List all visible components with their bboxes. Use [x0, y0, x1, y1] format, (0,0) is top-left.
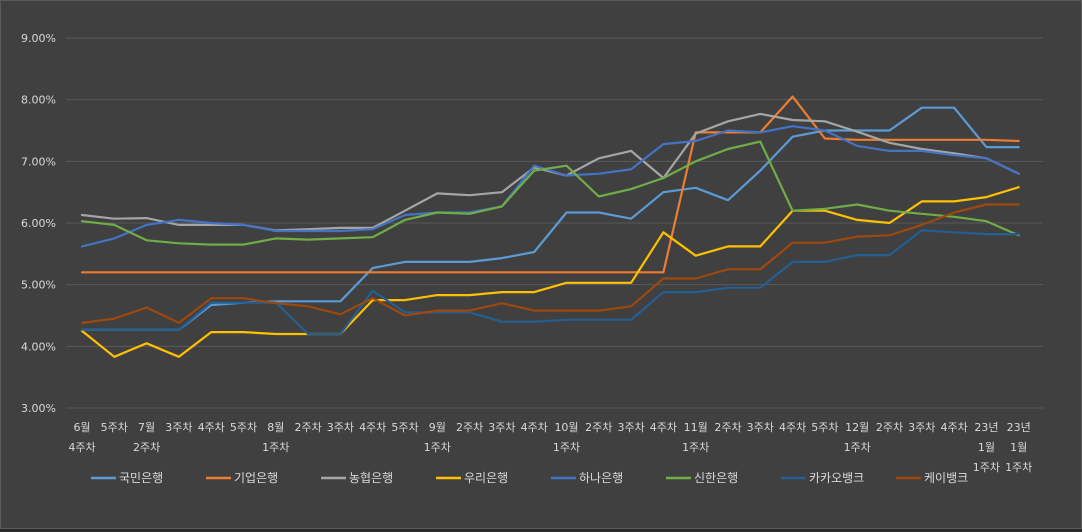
legend-label: 케이뱅크: [924, 471, 968, 485]
x-tick-label: 3주차: [908, 421, 935, 434]
series-line: [80, 229, 1020, 336]
series-line: [80, 140, 1020, 246]
x-tick-label: 7월 2주차: [133, 421, 160, 454]
x-tick-label: 5주차: [230, 421, 257, 434]
series-line: [80, 95, 1020, 274]
x-tick-label: 5주차: [101, 421, 128, 434]
x-tick-label: 4주차: [940, 421, 967, 434]
x-tick-label: 5주차: [811, 421, 838, 434]
x-tick-label: 4주차: [359, 421, 386, 434]
plot-lines: [80, 95, 1020, 358]
x-tick-label: 9월 1주차: [424, 421, 451, 454]
x-tick-label: 2주차: [876, 421, 903, 434]
x-tick-label: 3주차: [747, 421, 774, 434]
legend: 국민은행 기업은행 농협은행 우리은행 하나은행 신한은행 카카오뱅크 케이뱅크: [91, 470, 968, 485]
legend-label: 카카오뱅크: [809, 471, 864, 485]
x-tick-label: 12월 1주차: [844, 421, 871, 454]
y-tick-label: 5.00%: [21, 279, 56, 292]
x-tick-label: 3주차: [617, 421, 644, 434]
y-tick-label: 9.00%: [21, 32, 56, 45]
series-line: [80, 203, 1020, 324]
series-line: [80, 106, 1020, 331]
x-tick-label: 3주차: [165, 421, 192, 434]
legend-label: 농협은행: [349, 470, 393, 485]
x-tick-label: 8월 1주차: [262, 421, 289, 454]
x-tick-label: 2주차: [456, 421, 483, 434]
x-tick-label: 5주차: [391, 421, 418, 434]
y-tick-label: 4.00%: [21, 340, 56, 353]
x-tick-label: 4주차: [521, 421, 548, 434]
legend-label: 우리은행: [464, 470, 508, 485]
series-line: [80, 186, 1020, 358]
legend-label: 기업은행: [234, 470, 278, 485]
y-tick-label: 6.00%: [21, 217, 56, 230]
x-tick-label: 2주차: [585, 421, 612, 434]
series-line: [80, 125, 1020, 248]
legend-label: 국민은행: [119, 470, 163, 485]
x-tick-label: 2주차: [294, 421, 321, 434]
y-tick-label: 7.00%: [21, 155, 56, 168]
y-tick-label: 3.00%: [21, 402, 56, 415]
x-tick-label: 6월 4주차: [68, 421, 95, 454]
y-tick-label: 8.00%: [21, 94, 56, 107]
x-tick-label: 2주차: [714, 421, 741, 434]
x-tick-label: 4주차: [779, 421, 806, 434]
legend-label: 하나은행: [579, 470, 623, 485]
x-axis: 6월 4주차 5주차 7월 2주차 3주차 4주차 5주차 8월 1주차 2주차 3주차 4주차 5주차 9…: [68, 421, 1032, 474]
x-tick-label: 23년 1월 1주차: [1005, 421, 1032, 474]
x-tick-label: 11월 1주차: [682, 421, 709, 454]
y-axis: 3.00% 4.00% 5.00% 6.00% 7.00% 8.00% 9.00%: [21, 32, 56, 415]
x-tick-label: 4주차: [650, 421, 677, 434]
x-tick-label: 3주차: [488, 421, 515, 434]
x-tick-label: 3주차: [327, 421, 354, 434]
x-tick-label: 23년 1월 1주차: [973, 421, 1000, 474]
x-tick-label: 4주차: [198, 421, 225, 434]
legend-label: 신한은행: [694, 470, 738, 485]
x-tick-label: 10월 1주차: [553, 421, 580, 454]
